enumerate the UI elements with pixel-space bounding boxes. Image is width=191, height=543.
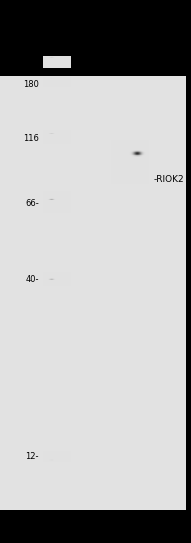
Text: 40-: 40-: [25, 275, 39, 284]
Text: 66-: 66-: [25, 199, 39, 208]
Text: 230: 230: [23, 58, 39, 67]
Bar: [0, 76, 185, 510]
Text: 116: 116: [23, 134, 39, 143]
Text: -RIOK2: -RIOK2: [154, 175, 185, 184]
Text: 12-: 12-: [25, 452, 39, 460]
Text: 180: 180: [23, 80, 39, 89]
